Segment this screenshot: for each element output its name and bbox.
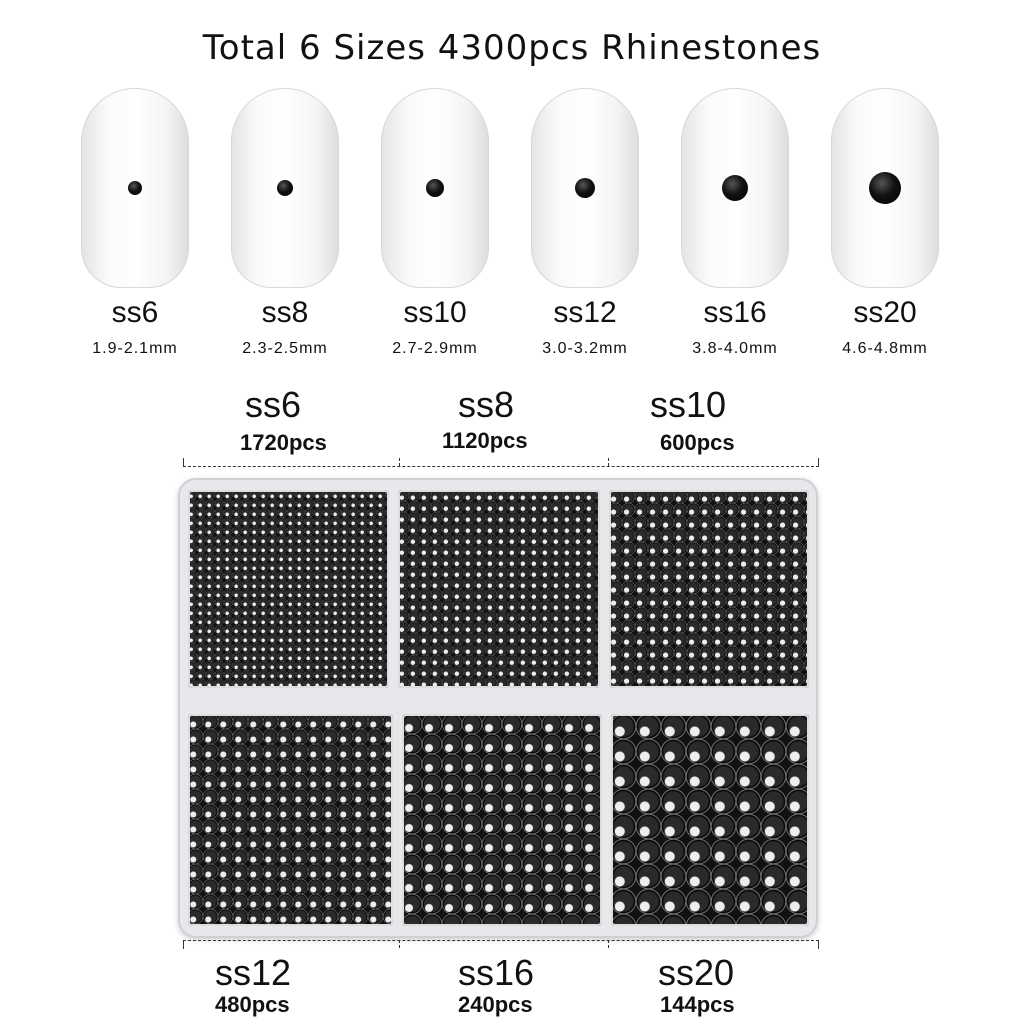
count-ss12: 480pcs (215, 992, 290, 1017)
count-ss6: 1720pcs (240, 430, 327, 455)
compartment-label-ss6: ss6 (245, 384, 302, 425)
size-label: ss6 (111, 296, 159, 329)
compartment-label-ss16: ss16 (458, 952, 535, 993)
compartment-label-ss12: ss12 (215, 952, 292, 993)
nail-swatch-ss16 (681, 88, 789, 288)
rhinestone-sample (869, 172, 901, 204)
compartment-ss6 (188, 490, 389, 688)
bottom-ruler (183, 940, 819, 949)
size-label: ss8 (261, 296, 309, 329)
nail-swatch-ss20 (831, 88, 939, 288)
size-mm-label: 2.7-2.9mm (392, 340, 478, 357)
page-title: Total 6 Sizes 4300pcs Rhinestones (202, 28, 822, 68)
compartment-label-ss10: ss10 (650, 384, 727, 425)
compartment-ss10 (609, 490, 809, 688)
size-label: ss16 (703, 296, 767, 329)
nail-swatch-ss6 (81, 88, 189, 288)
count-ss10: 600pcs (660, 430, 735, 455)
count-ss8: 1120pcs (442, 428, 528, 453)
rhinestone-sample (575, 178, 595, 198)
nail-swatch-ss12 (531, 88, 639, 288)
size-mm-label: 2.3-2.5mm (242, 340, 328, 357)
size-label: ss12 (553, 296, 617, 329)
rhinestone-box (178, 478, 818, 938)
rhinestone-sample (426, 179, 444, 197)
rhinestone-sample (128, 181, 142, 195)
nail-swatch-ss8 (231, 88, 339, 288)
rhinestone-sample (722, 175, 748, 201)
size-mm-label: 1.9-2.1mm (92, 340, 178, 357)
top-ruler (183, 458, 819, 467)
size-label: ss10 (403, 296, 467, 329)
size-mm-label: 3.0-3.2mm (542, 340, 628, 357)
compartment-label-ss20: ss20 (658, 952, 735, 993)
nail-swatch-ss10 (381, 88, 489, 288)
compartment-ss12 (188, 714, 393, 926)
rhinestone-sample (277, 180, 293, 196)
count-ss20: 144pcs (660, 992, 735, 1017)
compartment-ss16 (402, 714, 602, 926)
size-mm-label: 3.8-4.0mm (692, 340, 778, 357)
size-mm-label: 4.6-4.8mm (842, 340, 928, 357)
compartment-ss8 (398, 490, 600, 688)
compartment-label-ss8: ss8 (458, 384, 515, 425)
count-ss16: 240pcs (458, 992, 533, 1017)
size-label: ss20 (853, 296, 917, 329)
compartment-ss20 (611, 714, 809, 926)
